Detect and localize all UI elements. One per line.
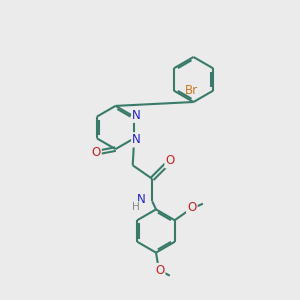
- Text: N: N: [137, 193, 146, 206]
- Text: O: O: [92, 146, 100, 159]
- Text: O: O: [166, 154, 175, 167]
- Text: Br: Br: [184, 84, 198, 97]
- Text: O: O: [187, 201, 196, 214]
- Text: N: N: [132, 109, 141, 122]
- Text: N: N: [132, 133, 141, 146]
- Text: O: O: [155, 264, 164, 277]
- Text: H: H: [132, 202, 140, 212]
